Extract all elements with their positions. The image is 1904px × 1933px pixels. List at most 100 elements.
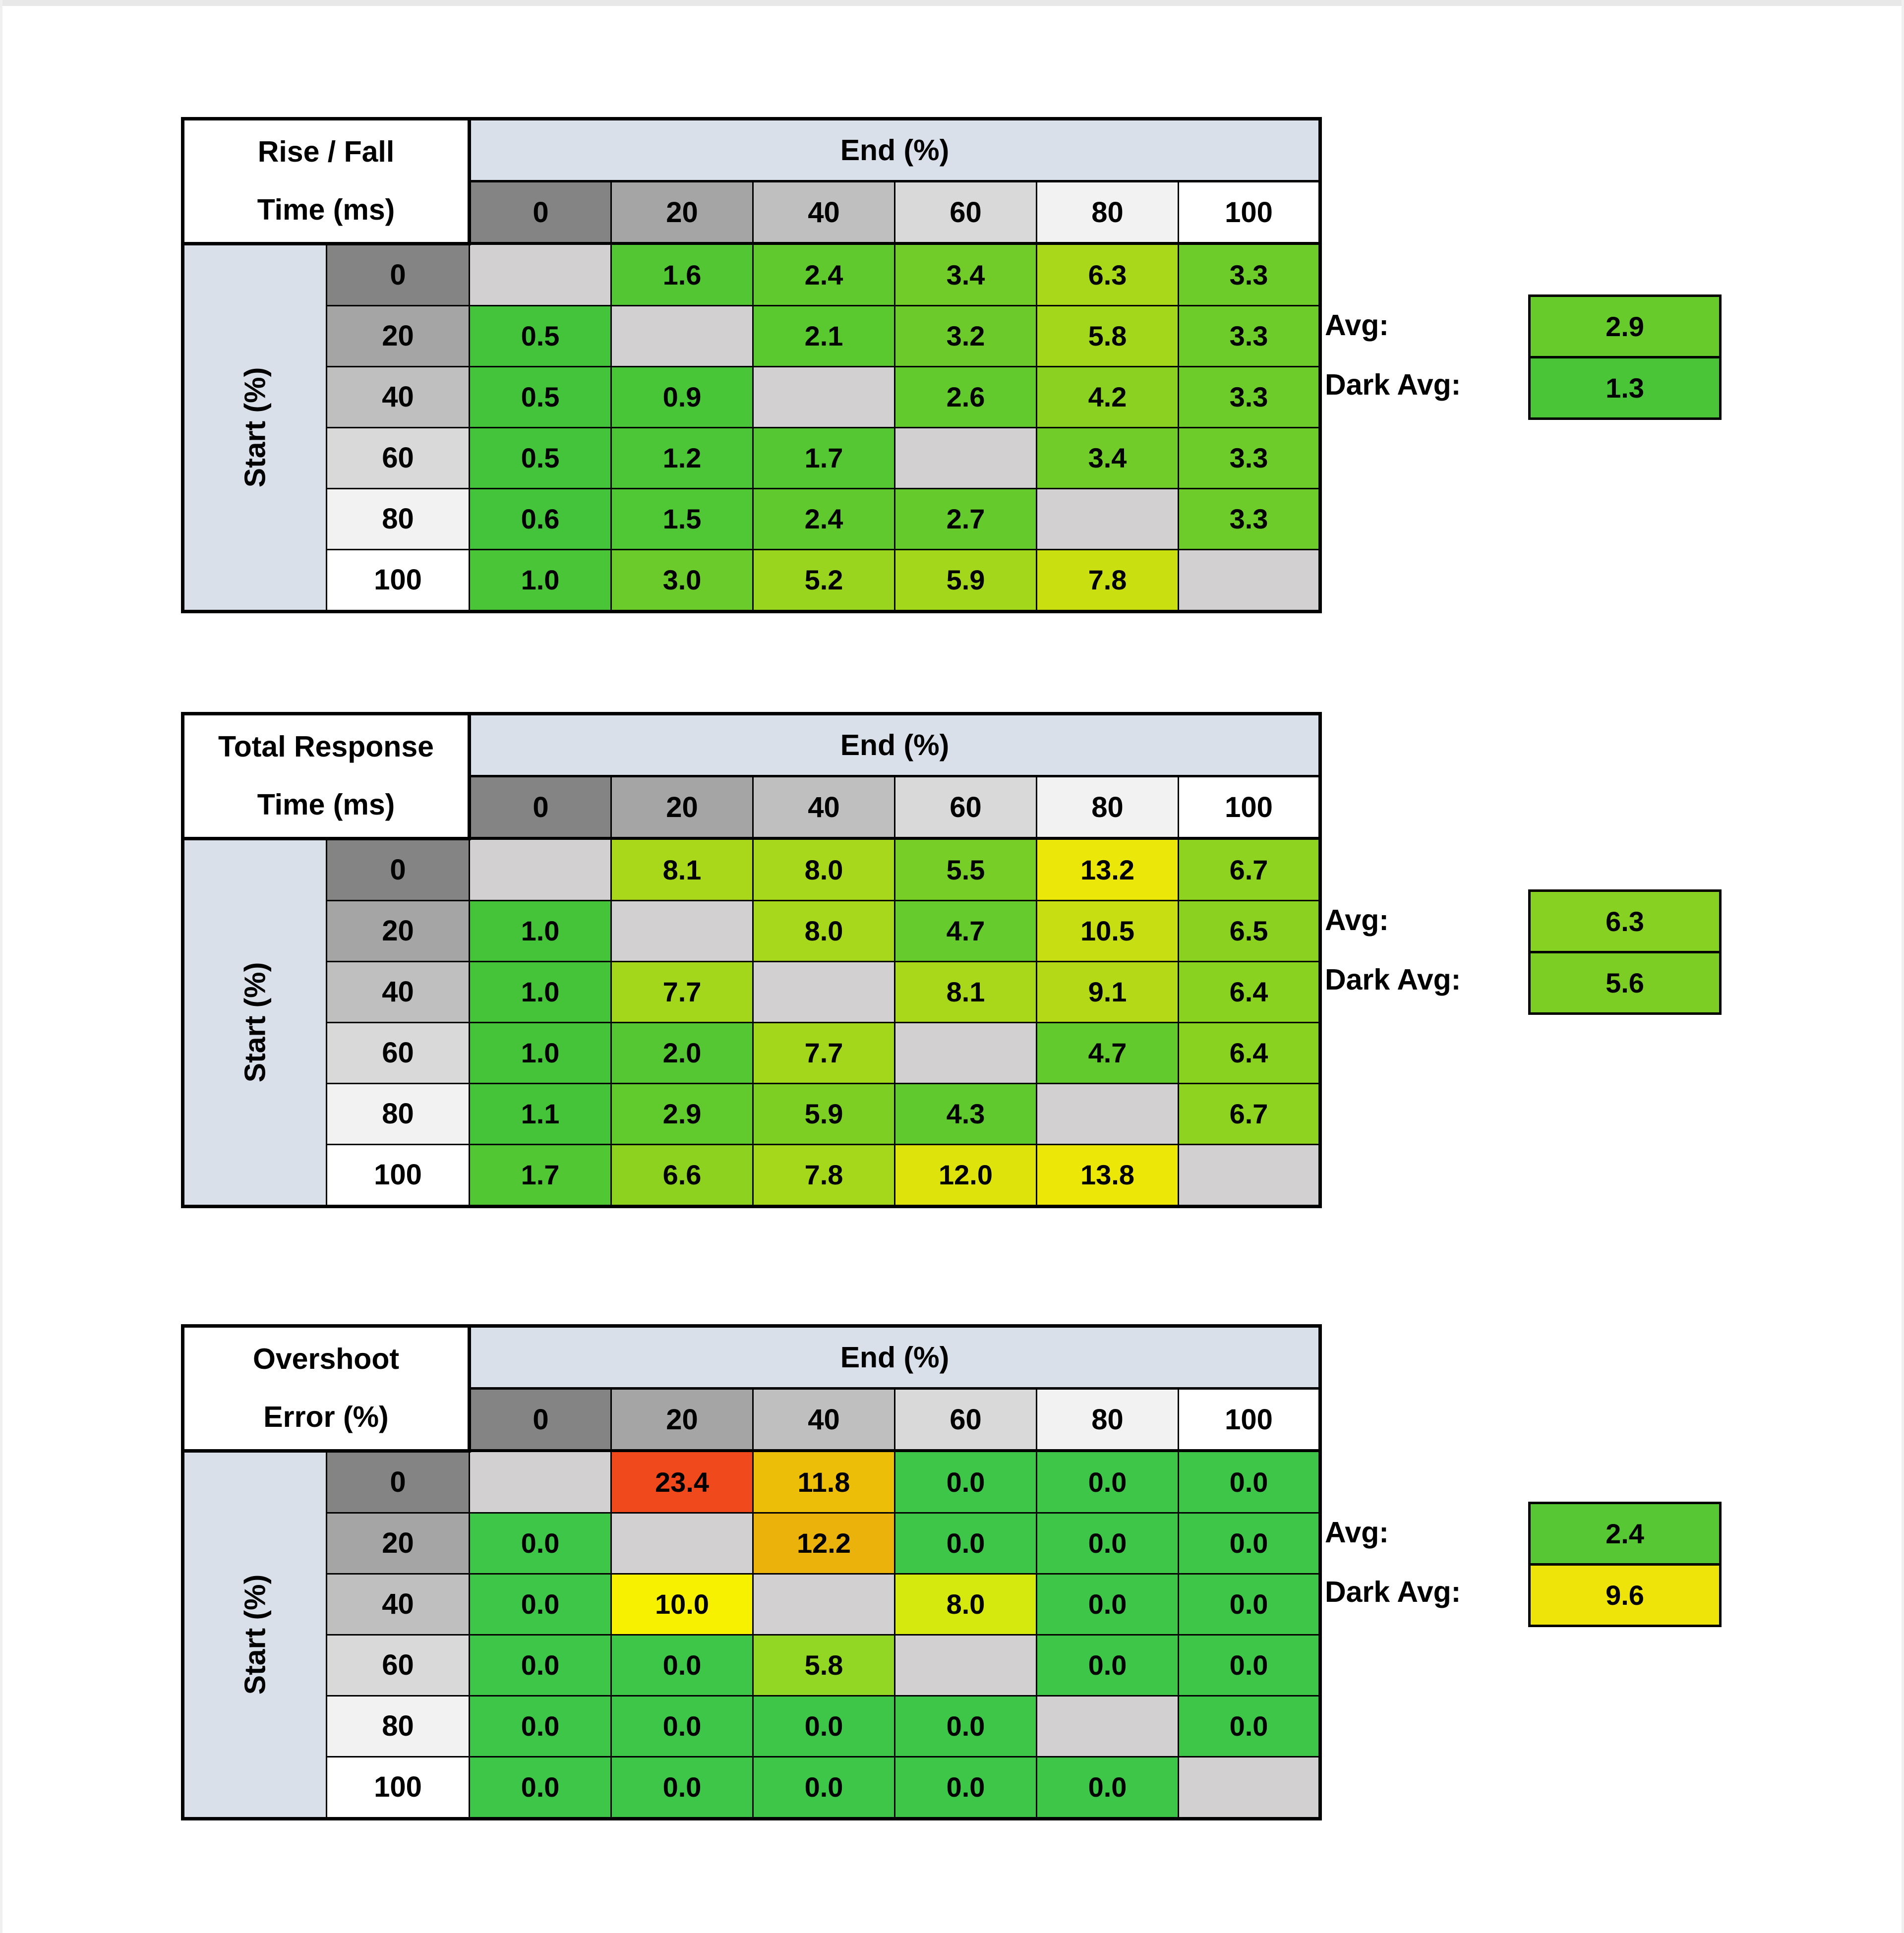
overshoot-error-row-header-0: 0 [326, 1450, 470, 1514]
overshoot-error-col-header-80: 80 [1036, 1388, 1179, 1452]
total-response-time-cell-r100-c40: 7.8 [752, 1143, 895, 1207]
total-response-time-cell-r40-c80: 9.1 [1036, 960, 1179, 1023]
overshoot-error-row-header-40: 40 [326, 1573, 470, 1636]
rise-fall-time-cell-r0-c100: 3.3 [1178, 242, 1321, 306]
total-response-time-row-header-0: 0 [326, 837, 470, 901]
overshoot-error-row-header-20: 20 [326, 1512, 470, 1575]
rise-fall-time-y-group-label: Start (%) [182, 242, 327, 612]
rise-fall-time-cell-r60-c40: 1.7 [752, 426, 895, 489]
total-response-time-col-header-40: 40 [752, 775, 895, 840]
rise-fall-time-cell-r80-c100: 3.3 [1178, 487, 1321, 550]
rise-fall-time-cell-r40-c100: 3.3 [1178, 365, 1321, 428]
rise-fall-time-cell-r40-c80: 4.2 [1036, 365, 1179, 428]
overshoot-error-col-header-40: 40 [752, 1388, 895, 1452]
overshoot-error-cell-r80-c60: 0.0 [894, 1695, 1037, 1757]
total-response-time-cell-r80-c0: 1.1 [469, 1082, 612, 1145]
overshoot-error-cell-r80-c100: 0.0 [1178, 1695, 1321, 1757]
overshoot-error-col-header-20: 20 [610, 1388, 754, 1452]
total-response-time-cell-r80-c60: 4.3 [894, 1082, 1037, 1145]
total-response-time-cell-blank-r40-c40 [752, 960, 895, 1023]
rise-fall-time-row-header-40: 40 [326, 365, 470, 428]
rise-fall-time-cell-r80-c20: 1.5 [610, 487, 754, 550]
rise-fall-time-col-header-40: 40 [752, 180, 895, 245]
total-response-time-cell-blank-r0-c0 [469, 837, 612, 901]
page-left-border [0, 0, 2, 1933]
rise-fall-time-cell-r0-c20: 1.6 [610, 242, 754, 306]
rise-fall-time-cell-r80-c40: 2.4 [752, 487, 895, 550]
total-response-avg-box: 6.3 5.6 [1528, 889, 1722, 1015]
rise-fall-time-title-line-1: Time (ms) [257, 193, 395, 227]
rise-fall-time-cell-r40-c60: 2.6 [894, 365, 1037, 428]
total-response-time-title-line-0: Total Response [218, 730, 434, 763]
overshoot-error-cell-r20-c60: 0.0 [894, 1512, 1037, 1575]
overshoot-error-col-header-100: 100 [1178, 1388, 1321, 1452]
total-response-time-title-line-1: Time (ms) [257, 788, 395, 821]
total-response-time-cell-r80-c20: 2.9 [610, 1082, 754, 1145]
overshoot-error-cell-r100-c20: 0.0 [610, 1756, 754, 1819]
overshoot-error-row-header-60: 60 [326, 1634, 470, 1697]
total-response-time-y-group-label-text: Start (%) [238, 962, 272, 1083]
total-response-time-cell-r20-c80: 10.5 [1036, 899, 1179, 962]
total-response-time-cell-r60-c80: 4.7 [1036, 1021, 1179, 1084]
total-response-time-row-header-20: 20 [326, 899, 470, 962]
overshoot-avg-label: Avg: [1325, 1516, 1389, 1549]
total-response-time-cell-r0-c80: 13.2 [1036, 837, 1179, 901]
total-response-time-cell-r40-c0: 1.0 [469, 960, 612, 1023]
rise-fall-time-col-header-80: 80 [1036, 180, 1179, 245]
overshoot-error-cell-r60-c0: 0.0 [469, 1634, 612, 1697]
total-response-time-cell-r60-c20: 2.0 [610, 1021, 754, 1084]
rise-fall-time-grid: Rise / Fall Time (ms) End (%) 0 20 40 60 80 100 S… [181, 117, 1322, 613]
rise-fall-time-cell-blank-r80-c80 [1036, 487, 1179, 550]
rise-fall-time-cell-blank-r60-c60 [894, 426, 1037, 489]
total-response-time-cell-r40-c20: 7.7 [610, 960, 754, 1023]
total-response-time-cell-r0-c20: 8.1 [610, 837, 754, 901]
rise-fall-time-cell-r20-c80: 5.8 [1036, 304, 1179, 367]
rise-fall-time-cell-r0-c40: 2.4 [752, 242, 895, 306]
rise-fall-avg-box: 2.9 1.3 [1528, 294, 1722, 420]
overshoot-error-cell-r40-c60: 8.0 [894, 1573, 1037, 1636]
rise-fall-time-y-group-label-text: Start (%) [238, 367, 272, 488]
overshoot-error-col-header-60: 60 [894, 1388, 1037, 1452]
rise-fall-time-cell-r100-c20: 3.0 [610, 548, 754, 612]
total-response-time-cell-r20-c40: 8.0 [752, 899, 895, 962]
overshoot-error-cell-r100-c40: 0.0 [752, 1756, 895, 1819]
overshoot-error-cell-blank-r60-c60 [894, 1634, 1037, 1697]
overshoot-error-cell-r40-c100: 0.0 [1178, 1573, 1321, 1636]
total-response-time-col-header-60: 60 [894, 775, 1037, 840]
rise-fall-time-row-header-100: 100 [326, 548, 470, 612]
total-response-dark-avg-label: Dark Avg: [1325, 963, 1461, 996]
total-response-time-col-header-100: 100 [1178, 775, 1321, 840]
total-response-avg-label: Avg: [1325, 904, 1389, 937]
rise-fall-time-cell-r80-c0: 0.6 [469, 487, 612, 550]
overshoot-error-cell-r20-c40: 12.2 [752, 1512, 895, 1575]
rise-fall-time-cell-r0-c60: 3.4 [894, 242, 1037, 306]
total-response-time-x-group-label: End (%) [469, 713, 1321, 777]
rise-fall-time-cell-r20-c0: 0.5 [469, 304, 612, 367]
rise-fall-time-row-header-80: 80 [326, 487, 470, 550]
total-response-time-y-group-label: Start (%) [182, 837, 327, 1207]
total-response-time-grid: Total Response Time (ms) End (%) 0 20 40 60 80 1… [181, 712, 1322, 1208]
overshoot-error-cell-blank-r20-c20 [610, 1512, 754, 1575]
total-response-time-cell-r0-c100: 6.7 [1178, 837, 1321, 901]
overshoot-error-title-line-1: Error (%) [263, 1401, 389, 1434]
rise-fall-time-cell-r0-c80: 6.3 [1036, 242, 1179, 306]
overshoot-error-cell-r60-c40: 5.8 [752, 1634, 895, 1697]
overshoot-error-title: Overshoot Error (%) [182, 1325, 471, 1453]
total-response-time-cell-r80-c100: 6.7 [1178, 1082, 1321, 1145]
rise-fall-time-cell-r80-c60: 2.7 [894, 487, 1037, 550]
rise-fall-avg-label: Avg: [1325, 309, 1389, 342]
overshoot-error-cell-r0-c20: 23.4 [610, 1450, 754, 1514]
total-response-time-cell-r0-c40: 8.0 [752, 837, 895, 901]
rise-fall-time-col-header-0: 0 [469, 180, 612, 245]
total-response-time-cell-r0-c60: 5.5 [894, 837, 1037, 901]
total-response-time-row-header-60: 60 [326, 1021, 470, 1084]
rise-fall-time-cell-blank-r40-c40 [752, 365, 895, 428]
total-response-time-cell-r60-c0: 1.0 [469, 1021, 612, 1084]
total-response-time-row-header-100: 100 [326, 1143, 470, 1207]
total-response-time-row-header-40: 40 [326, 960, 470, 1023]
overshoot-error-cell-r20-c100: 0.0 [1178, 1512, 1321, 1575]
rise-fall-time-x-group-label: End (%) [469, 118, 1321, 182]
overshoot-error-cell-r0-c60: 0.0 [894, 1450, 1037, 1514]
rise-fall-dark-avg-value: 1.3 [1531, 358, 1719, 417]
total-response-time-cell-r60-c100: 6.4 [1178, 1021, 1321, 1084]
